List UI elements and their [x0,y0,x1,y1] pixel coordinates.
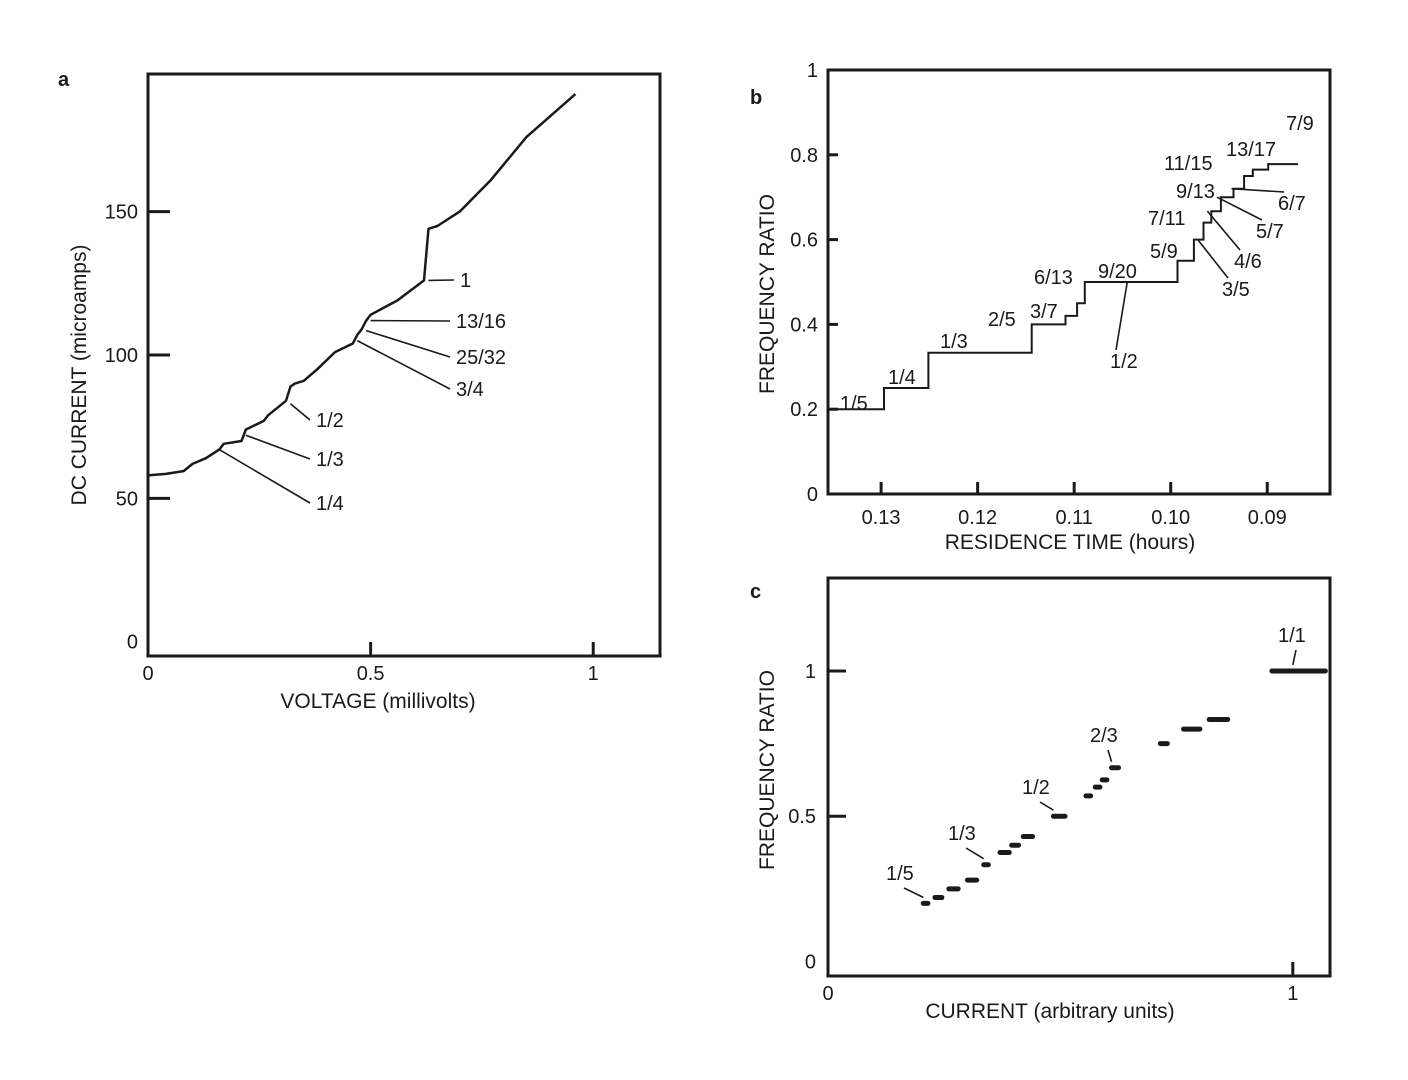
panel-c-annotation-leader [1039,801,1054,811]
panel-b-y-tick-label: 0.4 [790,314,818,336]
panel-b-x-tick-label: 0.09 [1248,507,1287,529]
panel-b-annotation-label: 1/2 [1110,351,1138,373]
panel-a-y-tick-label: 50 [116,488,138,510]
panel-b-y-tick-label: 0.8 [790,145,818,167]
panel-b-annotation-leader [1231,187,1285,193]
panel-b-annotation-label: 1/5 [840,393,868,415]
panel-c-annotation-label: 1/3 [948,823,976,845]
panel-c-x-tick-label: 1 [1287,983,1298,1005]
panel-b-annotation-label: 5/9 [1150,241,1178,263]
panel-a-x-tick-label: 0.5 [357,663,385,685]
panel-c-annotation-label: 2/3 [1090,725,1118,747]
panel-c-x-tick-label: 0 [822,983,833,1005]
panel-b-annotation-label: 11/15 [1164,153,1213,175]
panel-b-annotation-label: 6/7 [1278,193,1306,215]
panel-b-y-tick-label: 1 [807,60,818,82]
panel-a: a 0 0.5 1 0 50 100 150 1 13/16 25/32 3/4 1/2 1/3 1/4… [58,69,662,713]
panel-b-annotation-leader [1216,196,1263,221]
panel-a-annotation-label: 13/16 [456,311,506,333]
panel-c-annotation-label: 1/1 [1278,625,1306,647]
panel-a-annotation-leader [289,403,311,421]
panel-a-y-tick-label: 100 [105,345,138,367]
panel-a-frame [146,72,662,658]
panel-c-annotation-leader [1107,749,1113,762]
panel-c-letter: c [750,581,761,603]
panel-a-annotation-label: 1/4 [316,493,344,515]
panel-a-annotation-label: 3/4 [456,379,484,401]
panel-c-y-tick-label: 1 [805,661,816,683]
panel-b-annotation-leader [1197,239,1229,279]
panel-a-y-tick-label: 150 [105,202,138,224]
panel-a-x-tick-label: 1 [588,663,599,685]
panel-b-annotation-label: 5/7 [1256,221,1284,243]
panel-b-annotation-label: 1/4 [888,367,916,389]
panel-b-x-tick-label: 0.12 [958,507,997,529]
panel-a-annotation-label: 1/3 [316,449,344,471]
panel-b-annotation-label: 1/3 [940,331,968,353]
panel-b-annotation-label: 13/17 [1226,139,1276,161]
panel-b-y-axis-label: FREQUENCY RATIO [756,194,779,394]
panel-a-iv-curve [147,93,577,477]
panel-c-x-axis-label: CURRENT (arbitrary units) [925,1000,1174,1023]
panel-c-annotation-leader [965,847,985,860]
panel-a-annotation-label: 1/2 [316,410,344,432]
panel-c-annotation-label: 1/2 [1022,777,1050,799]
panel-b-x-tick-label: 0.10 [1151,507,1190,529]
panel-c-annotation-leader [1292,649,1297,666]
panel-b-annotation-label: 9/20 [1098,261,1137,283]
panel-c-y-tick-label: 0 [805,951,816,973]
panel-b-annotation-label: 7/9 [1286,113,1314,135]
panel-a-annotation-leader [365,329,451,358]
panel-b-frame [826,68,1332,496]
panel-c-frame [826,576,1332,978]
panel-c: c 0 1 0 0.5 1 1/5 1/3 1/2 2/3 1/1 CURRENT (arbit… [750,576,1332,1023]
panel-b-x-tick-label: 0.13 [862,507,901,529]
panel-a-annotation-label: 1 [460,270,471,292]
panel-b-x-axis-label: RESIDENCE TIME (hours) [945,531,1196,554]
panel-b-y-tick-label: 0.6 [790,230,818,252]
panel-a-letter: a [58,69,70,91]
panel-b-y-tick-label: 0 [807,484,818,506]
panel-b-annotation-leader [1115,281,1129,351]
panel-b-annotation-label: 2/5 [988,309,1016,331]
panel-a-annotation-label: 25/32 [456,347,506,369]
panel-b-annotation-label: 3/7 [1030,301,1058,323]
panel-a-x-axis-label: VOLTAGE (millivolts) [280,690,475,713]
panel-b: b 0.13 0.12 0.11 0.10 0.09 0 0.2 0.4 0.6 0.8 1 1/5… [750,60,1332,554]
panel-b-staircase [828,163,1299,411]
panel-b-annotation-label: 4/6 [1234,251,1262,273]
panel-b-y-tick-label: 0.2 [790,399,818,421]
panel-b-x-tick-label: 0.11 [1055,507,1092,529]
panel-b-letter: b [750,87,762,109]
panel-c-y-axis-label: FREQUENCY RATIO [756,670,779,870]
panel-a-y-axis-label: DC CURRENT (microamps) [68,245,91,506]
panel-c-annotation-label: 1/5 [886,863,914,885]
panel-a-annotation-leader [356,339,451,390]
panel-b-annotation-leader [1206,210,1241,251]
panel-b-annotation-label: 6/13 [1034,267,1073,289]
panel-c-y-tick-label: 0.5 [788,806,816,828]
panel-a-annotation-leader [245,434,311,460]
panel-a-annotation-leader [218,448,311,504]
panel-b-annotation-label: 7/11 [1148,208,1185,230]
panel-c-annotation-leader [903,887,924,899]
panel-a-x-tick-label: 0 [142,663,153,685]
panel-b-annotation-label: 3/5 [1222,279,1250,301]
panel-b-annotation-label: 9/13 [1176,181,1215,203]
panel-a-y-tick-label: 0 [127,632,138,654]
